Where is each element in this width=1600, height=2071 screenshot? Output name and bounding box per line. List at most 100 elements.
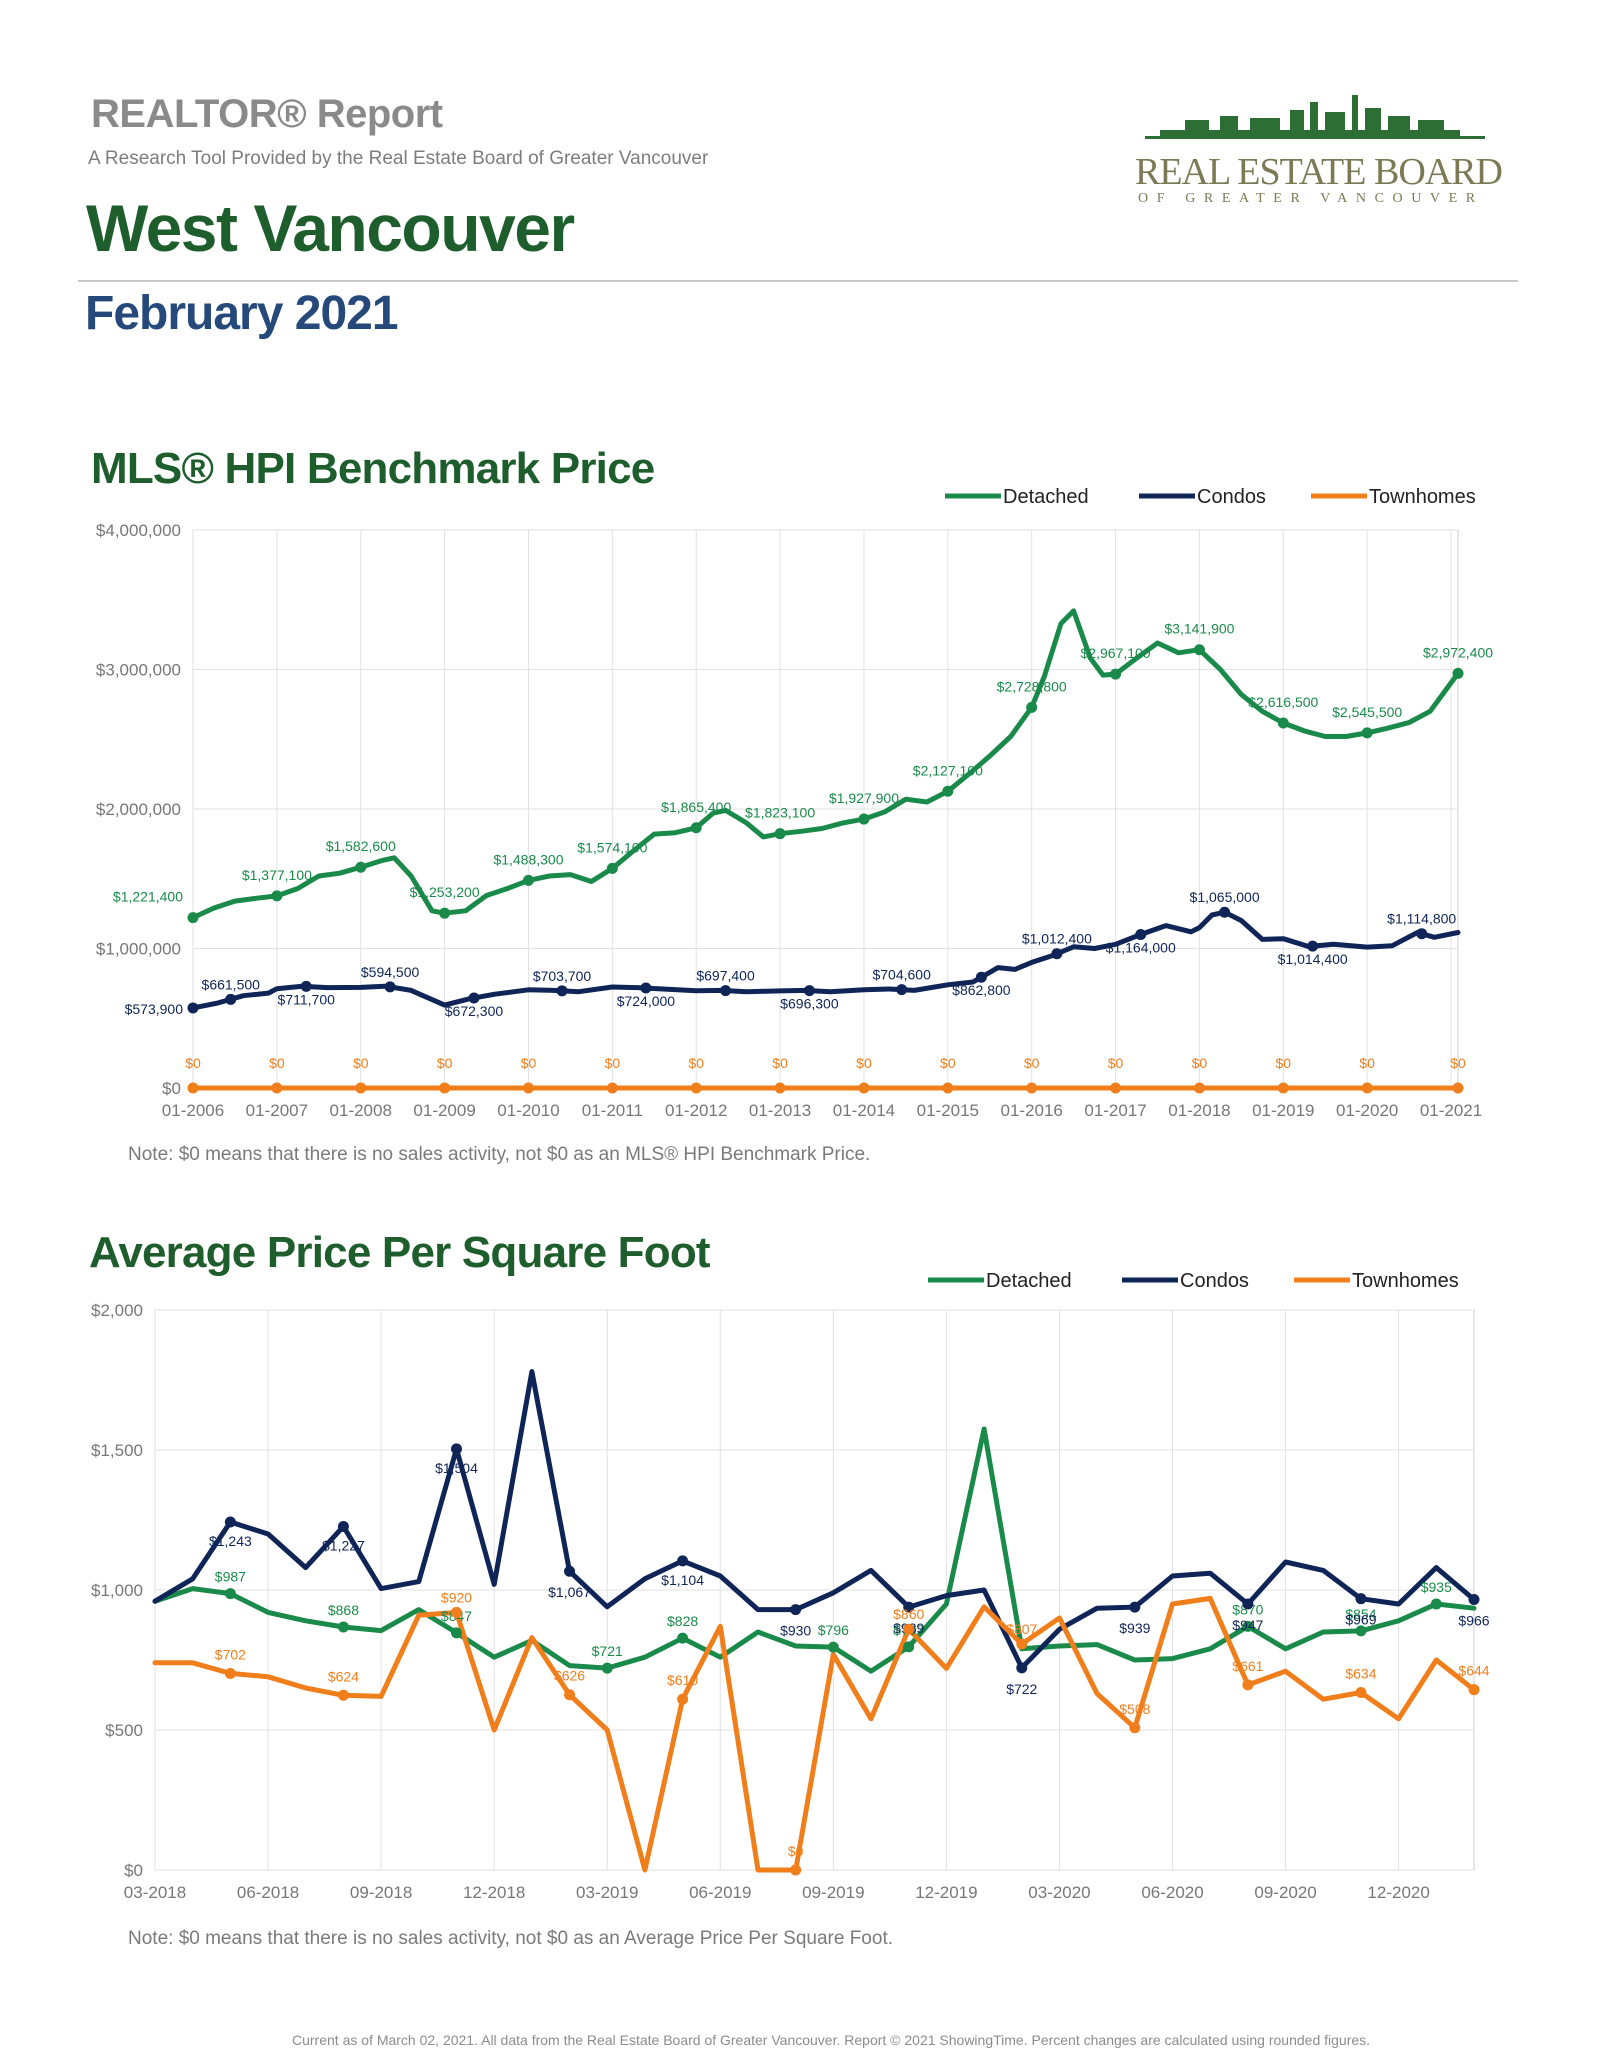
data-point <box>790 1604 802 1616</box>
data-point <box>439 907 451 919</box>
series-line-townhomes <box>152 1595 1477 1873</box>
y-tick-label: $1,000 <box>91 1581 143 1600</box>
data-point <box>384 981 396 993</box>
series-line-condos <box>190 909 1461 1011</box>
data-point <box>1468 1594 1480 1606</box>
data-point <box>1277 1082 1289 1094</box>
area-title: West Vancouver <box>86 191 575 265</box>
footer-disclaimer: Current as of March 02, 2021. All data f… <box>292 2032 1371 2048</box>
legend-label: Townhomes <box>1352 1270 1459 1292</box>
data-label: $672,300 <box>445 1003 504 1019</box>
data-point <box>1452 1082 1464 1094</box>
data-point <box>522 874 534 886</box>
data-point <box>271 1082 283 1094</box>
data-label: $0 <box>269 1055 285 1071</box>
data-point <box>1355 1625 1367 1637</box>
data-label: $1,582,600 <box>326 838 396 854</box>
data-point <box>942 1082 954 1094</box>
data-label: $0 <box>1359 1055 1375 1071</box>
data-label: $930 <box>780 1623 811 1639</box>
x-tick-label: 01-2014 <box>833 1101 895 1120</box>
data-label: $0 <box>1450 1055 1466 1071</box>
data-point <box>1193 1082 1205 1094</box>
data-label: $697,400 <box>696 968 755 984</box>
data-label: $2,616,500 <box>1248 694 1318 710</box>
y-tick-label: $1,000,000 <box>96 940 181 959</box>
data-label: $935 <box>1421 1579 1452 1595</box>
data-label: $0 <box>940 1055 956 1071</box>
data-point <box>224 1516 236 1528</box>
board-logo <box>1145 95 1485 139</box>
legend-label: Detached <box>986 1270 1072 1292</box>
chart-title-hpi: MLS® HPI Benchmark Price <box>91 444 655 493</box>
data-point <box>774 1082 786 1094</box>
data-point <box>1026 701 1038 713</box>
data-point <box>1307 940 1319 952</box>
x-tick-label: 01-2019 <box>1252 1101 1314 1120</box>
x-tick-label: 06-2020 <box>1141 1883 1203 1902</box>
data-point <box>858 1082 870 1094</box>
ppsf-note: Note: $0 means that there is no sales ac… <box>128 1928 894 1949</box>
data-point <box>1016 1662 1028 1674</box>
data-label: $947 <box>1232 1617 1263 1633</box>
series-line-condos <box>152 1369 1477 1671</box>
x-tick-label: 01-2018 <box>1168 1101 1230 1120</box>
data-label: $966 <box>1458 1613 1489 1629</box>
data-point <box>564 1565 576 1577</box>
data-label: $969 <box>1345 1612 1376 1628</box>
data-label: $1,164,000 <box>1106 940 1176 956</box>
data-point <box>774 828 786 840</box>
data-point <box>903 1601 915 1613</box>
data-label: $1,221,400 <box>113 889 183 905</box>
data-point <box>450 1606 462 1618</box>
x-tick-label: 09-2020 <box>1254 1883 1316 1902</box>
data-point <box>1110 1082 1122 1094</box>
data-point <box>187 1082 199 1094</box>
data-point <box>337 1520 349 1532</box>
data-label: $2,728,800 <box>997 678 1067 694</box>
y-tick-label: $3,000,000 <box>96 661 181 680</box>
data-point <box>1016 1638 1028 1650</box>
month-title: February 2021 <box>85 287 399 340</box>
data-label: $1,488,300 <box>493 851 563 867</box>
data-point <box>1193 644 1205 656</box>
data-point <box>903 1623 915 1635</box>
data-point <box>803 985 815 997</box>
data-point <box>896 984 908 996</box>
data-label: $1,574,100 <box>577 839 647 855</box>
data-point <box>790 1864 802 1876</box>
data-point <box>942 785 954 797</box>
data-point <box>677 1632 689 1644</box>
legend-label: Condos <box>1180 1270 1249 1292</box>
data-point <box>1242 1620 1254 1632</box>
data-point <box>640 982 652 994</box>
y-tick-label: $0 <box>162 1079 181 1098</box>
data-point <box>1355 1686 1367 1698</box>
data-label: $722 <box>1006 1681 1037 1697</box>
data-point <box>355 1082 367 1094</box>
data-point <box>522 1082 534 1094</box>
data-point <box>225 993 237 1005</box>
data-point <box>564 1689 576 1701</box>
data-point <box>271 890 283 902</box>
data-point <box>450 1443 462 1455</box>
data-label: $2,967,100 <box>1081 645 1151 661</box>
data-label: $1,865,400 <box>661 799 731 815</box>
data-point <box>1129 1601 1141 1613</box>
data-point <box>1051 948 1063 960</box>
data-point <box>556 985 568 997</box>
x-tick-label: 03-2018 <box>124 1883 186 1902</box>
data-label: $0 <box>1276 1055 1292 1071</box>
data-point <box>187 912 199 924</box>
x-tick-label: 12-2020 <box>1367 1883 1429 1902</box>
data-label: $1,243 <box>209 1533 252 1549</box>
data-point <box>468 992 480 1004</box>
data-label: $626 <box>554 1668 585 1684</box>
data-label: $3,141,900 <box>1164 621 1234 637</box>
data-point <box>690 822 702 834</box>
data-label: $721 <box>592 1643 623 1659</box>
data-label: $1,377,100 <box>242 867 312 883</box>
data-point <box>690 1082 702 1094</box>
data-point <box>300 980 312 992</box>
data-label: $1,104 <box>661 1572 704 1588</box>
